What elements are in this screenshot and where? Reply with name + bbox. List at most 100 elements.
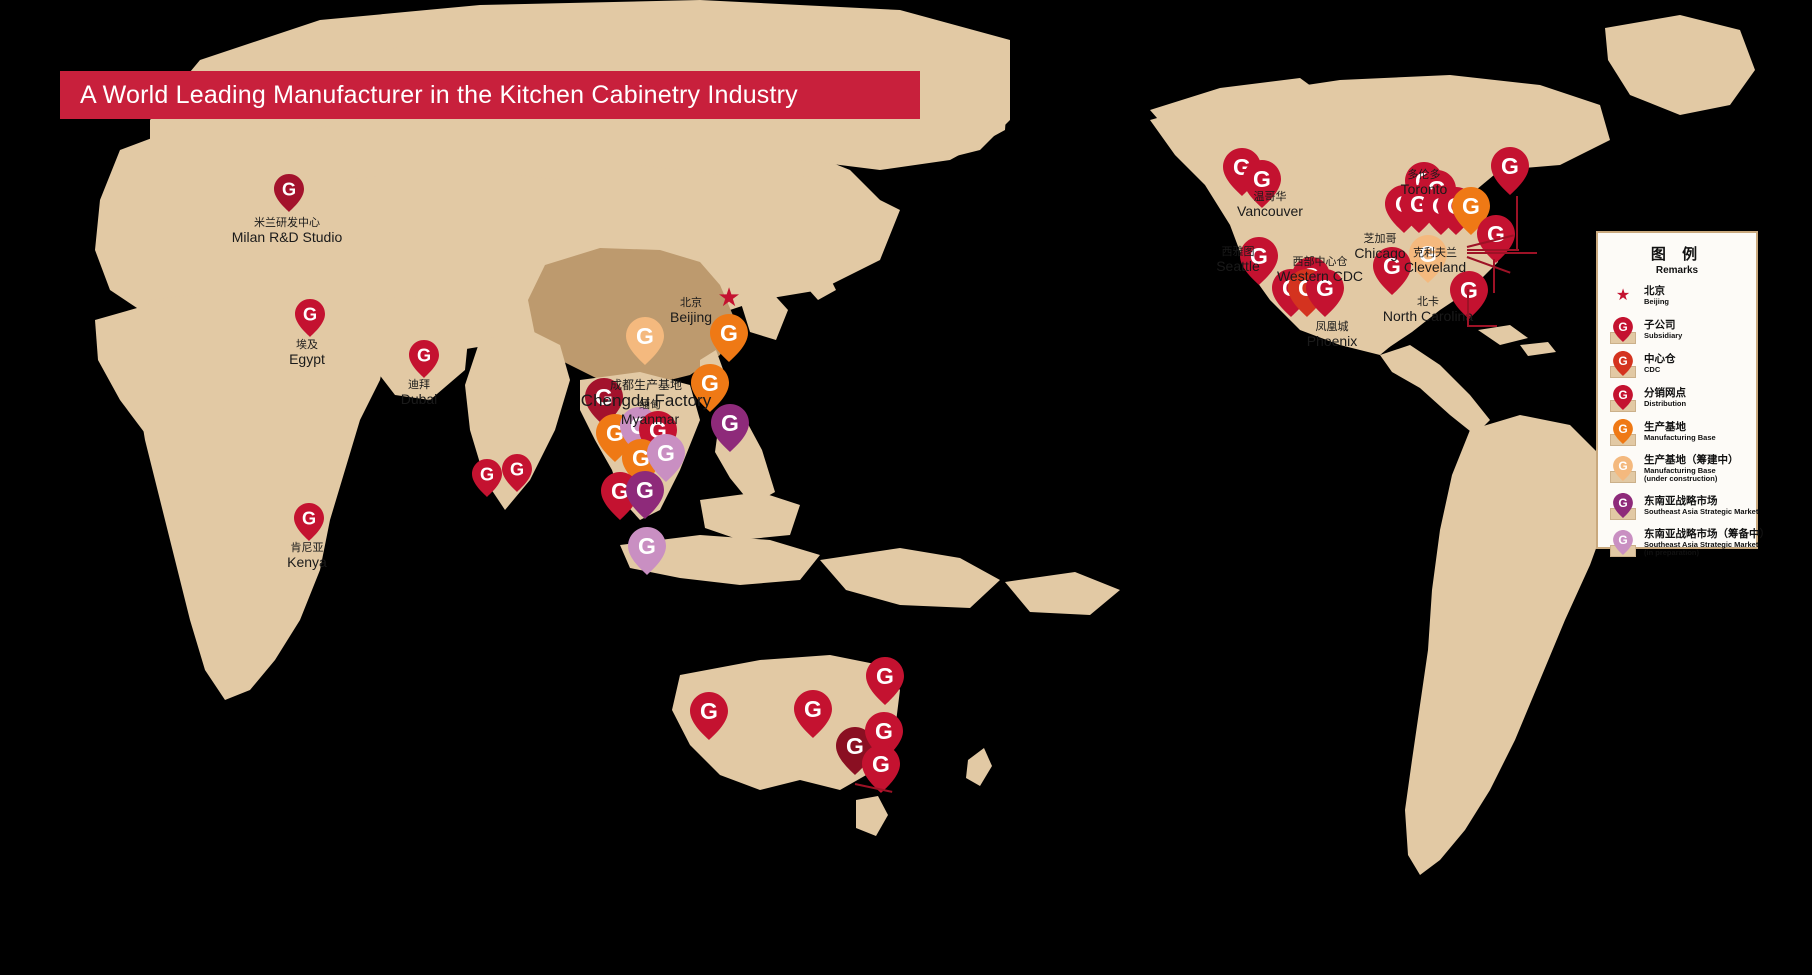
svg-text:G: G [720,320,738,346]
legend-item-label-en2: (in preparation) [1644,547,1700,557]
page-title: A World Leading Manufacturer in the Kitc… [80,80,798,109]
svg-text:G: G [872,751,890,777]
svg-text:G: G [1501,153,1519,179]
svg-text:G: G [1419,241,1437,267]
svg-text:G: G [1618,422,1627,436]
legend-title-en: Remarks [1655,265,1699,276]
legend-item-distribution[interactable]: G 分销网点 Distribution [1606,384,1748,412]
legend-item-label-en: Subsidiary [1644,330,1683,340]
legend-panel: 图 例 Remarks ★ 北京 Beijing G 子公司 Subsidiary G 中心仓… [1596,231,1770,557]
pin-westcdc-c[interactable]: G [1306,269,1344,317]
pin-texas[interactable]: G [1373,247,1411,295]
svg-text:G: G [1487,221,1505,247]
legend-item-cdc[interactable]: G 中心仓 CDC [1606,350,1748,378]
svg-text:G: G [1316,275,1334,301]
pin-chengdu[interactable]: G [626,317,664,365]
pin-dubai[interactable]: G [409,340,439,378]
pin-newyork[interactable]: G [1491,147,1529,195]
svg-text:G: G [657,440,675,466]
pin-milan[interactable]: G [274,174,304,212]
svg-text:G: G [1253,166,1271,192]
svg-text:G: G [1618,354,1627,368]
svg-text:G: G [282,179,296,199]
legend-pin-glyph: G [1613,493,1633,518]
legend-item-beijing[interactable]: ★ 北京 Beijing [1606,282,1748,310]
legend-item-southeast-asia-strategic-market[interactable]: G 东南亚战略市场 Southeast Asia Strategic Market [1606,492,1758,520]
svg-text:G: G [636,477,654,503]
legend-item-label-en: Manufacturing Base [1644,465,1716,475]
svg-text:G: G [875,718,893,744]
map-pin-icon: G [1606,529,1640,557]
pin-perth[interactable]: G [690,692,728,740]
pin-florida[interactable]: G [1450,271,1488,319]
svg-text:G: G [1618,533,1627,547]
legend-item-label-en: Manufacturing Base [1644,432,1716,442]
legend-item-label-cn: 东南亚战略市场 [1644,495,1718,508]
pin-kenya[interactable]: G [294,503,324,541]
map-pin-icon: G [1606,350,1640,378]
pin-northcarolina[interactable]: G [1409,235,1447,283]
svg-text:G: G [636,323,654,349]
legend-item-manufacturing-base[interactable]: G 生产基地 Manufacturing Base [1606,418,1748,446]
svg-text:G: G [1460,277,1478,303]
legend-item-label-en: Beijing [1644,296,1670,306]
pin-philippines[interactable]: G [711,404,749,452]
pin-india-east[interactable]: G [502,454,532,492]
legend-item-text: 东南亚战略市场 Southeast Asia Strategic Market [1640,495,1758,515]
legend-item-text: 子公司 Subsidiary [1640,319,1683,340]
pin-egypt[interactable]: G [295,299,325,337]
legend-title: 图 例 Remarks [1606,243,1748,276]
legend-item-label-cn: 北京 [1644,285,1665,298]
star-icon: ★ [1606,282,1640,310]
legend-pin-glyph: G [1613,317,1633,342]
svg-text:G: G [606,420,624,446]
connector-line-8 [1467,325,1497,327]
pin-cleveland-c[interactable]: G [1452,187,1490,235]
pin-myanmar[interactable]: G [585,378,623,426]
svg-text:G: G [1618,320,1627,334]
legend-item-text: 北京 Beijing [1640,285,1670,306]
connector-line-1 [1467,249,1519,251]
beijing-star-icon: ★ [717,282,741,312]
pin-indonesia[interactable]: G [628,527,666,575]
legend-item-label-en: Distribution [1644,398,1687,408]
legend-item-southeast-asia-strategic-market[interactable]: G 东南亚战略市场（筹备中） Southeast Asia Strategic Ma… [1606,526,1770,560]
pin-beijing-east[interactable]: G [710,314,748,362]
map-pin-icon: G [1606,492,1640,520]
svg-text:G: G [303,304,317,324]
map-pin-icon: G [1606,384,1640,412]
legend-item-text: 生产基地（筹建中） Manufacturing Base (under constr… [1640,454,1739,483]
star-glyph: ★ [1615,287,1631,304]
legend-item-label-cn: 东南亚战略市场（筹备中） [1644,528,1770,541]
svg-text:G: G [701,370,719,396]
pin-shanghai[interactable]: G [691,364,729,412]
svg-text:G: G [700,698,718,724]
map-pin-icon: G [1606,455,1640,483]
legend-item-text: 东南亚战略市场（筹备中） Southeast Asia Strategic Mar… [1640,528,1770,557]
legend-title-cn: 图 例 [1650,246,1704,263]
svg-text:G: G [1250,243,1268,269]
legend-item-label-cn: 分销网点 [1644,387,1686,400]
legend-item-subsidiary[interactable]: G 子公司 Subsidiary [1606,316,1748,344]
pin-seattle[interactable]: G [1240,237,1278,285]
svg-text:G: G [1618,388,1627,402]
legend-item-manufacturing-base[interactable]: G 生产基地（筹建中） Manufacturing Base (under const… [1606,452,1748,486]
pin-sydney[interactable]: G [866,657,904,705]
svg-text:G: G [1383,253,1401,279]
legend-item-label-cn: 子公司 [1644,319,1676,332]
legend-item-label-en: Southeast Asia Strategic Market [1644,539,1759,549]
connector-line-5 [1493,259,1495,293]
connector-line-7 [1467,289,1469,327]
pin-vancouver-b[interactable]: G [1243,160,1281,208]
legend-item-label-en: CDC [1644,364,1661,374]
legend-item-text: 中心仓 CDC [1640,353,1676,374]
pin-hobart[interactable]: G [862,745,900,793]
pin-singapore[interactable]: G [626,471,664,519]
svg-text:G: G [1618,496,1627,510]
pin-india-west[interactable]: G [472,459,502,497]
pin-adelaide[interactable]: G [794,690,832,738]
legend-item-text: 分销网点 Distribution [1640,387,1687,408]
pin-cambodia[interactable]: G [647,434,685,482]
legend-item-label-cn: 生产基地（筹建中） [1644,454,1739,467]
